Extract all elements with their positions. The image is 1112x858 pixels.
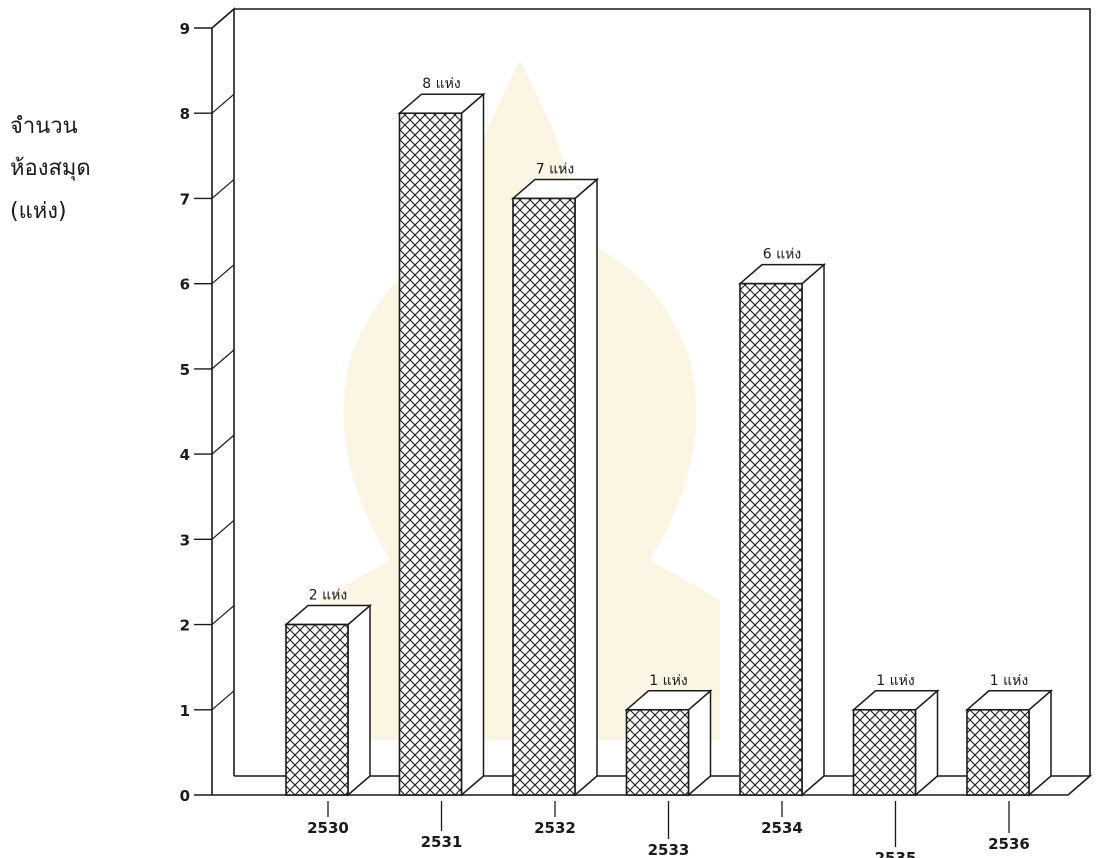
y-tick-label: 2 xyxy=(180,617,190,635)
data-label: 1 แห่ง xyxy=(649,673,687,689)
y-tick-label: 5 xyxy=(180,361,190,379)
y-gridline-stub xyxy=(211,8,235,29)
data-label: 1 แห่ง xyxy=(876,673,914,689)
y-gridline-stub xyxy=(211,349,235,370)
y-gridline-stub xyxy=(211,178,235,199)
y-gridline-stub xyxy=(211,93,235,114)
y-gridline-stub xyxy=(211,605,235,626)
bar-side xyxy=(460,92,485,797)
y-tick-label: 3 xyxy=(180,531,190,549)
x-tick-label: 2532 xyxy=(534,819,576,837)
bar xyxy=(966,708,1030,796)
data-label: 2 แห่ง xyxy=(309,588,347,604)
data-label: 7 แห่ง xyxy=(536,161,574,177)
y-tick-label: 6 xyxy=(180,276,190,294)
y-gridline-stub xyxy=(211,690,235,711)
y-axis-label-line-3: (แห่ง) xyxy=(10,199,67,224)
y-gridline-stub xyxy=(211,264,235,285)
y-tick-label: 0 xyxy=(180,787,190,805)
x-tick-label: 2530 xyxy=(307,819,349,837)
bar xyxy=(512,197,576,796)
bar xyxy=(285,623,349,796)
y-tick-label: 9 xyxy=(180,20,190,38)
y-tick-label: 1 xyxy=(180,702,190,720)
y-tick-label: 8 xyxy=(180,105,190,123)
x-tick-label: 2536 xyxy=(988,835,1030,853)
bar-side xyxy=(801,263,825,797)
x-tick-label: 2535 xyxy=(875,849,917,858)
y-axis-label-line-1: จำนวน xyxy=(10,114,78,139)
data-label: 1 แห่ง xyxy=(990,673,1028,689)
left-wall xyxy=(211,7,235,795)
bar xyxy=(398,112,463,796)
y-tick-label: 7 xyxy=(180,190,190,208)
x-tick-label: 2533 xyxy=(648,841,690,858)
bar-side xyxy=(347,603,371,797)
bar xyxy=(852,708,917,796)
bar xyxy=(625,708,690,796)
y-gridline-stub xyxy=(211,519,235,540)
back-wall xyxy=(234,8,1091,776)
data-label: 6 แห่ง xyxy=(763,247,801,263)
y-gridline-stub xyxy=(211,434,235,455)
y-axis-label-line-2: ห้องสมุด xyxy=(10,156,91,181)
data-label: 8 แห่ง xyxy=(422,76,460,92)
bar xyxy=(739,282,803,796)
bar-side xyxy=(574,177,598,797)
x-tick-label: 2531 xyxy=(421,833,463,851)
y-tick-label: 4 xyxy=(180,446,190,464)
x-tick-label: 2534 xyxy=(761,819,803,837)
